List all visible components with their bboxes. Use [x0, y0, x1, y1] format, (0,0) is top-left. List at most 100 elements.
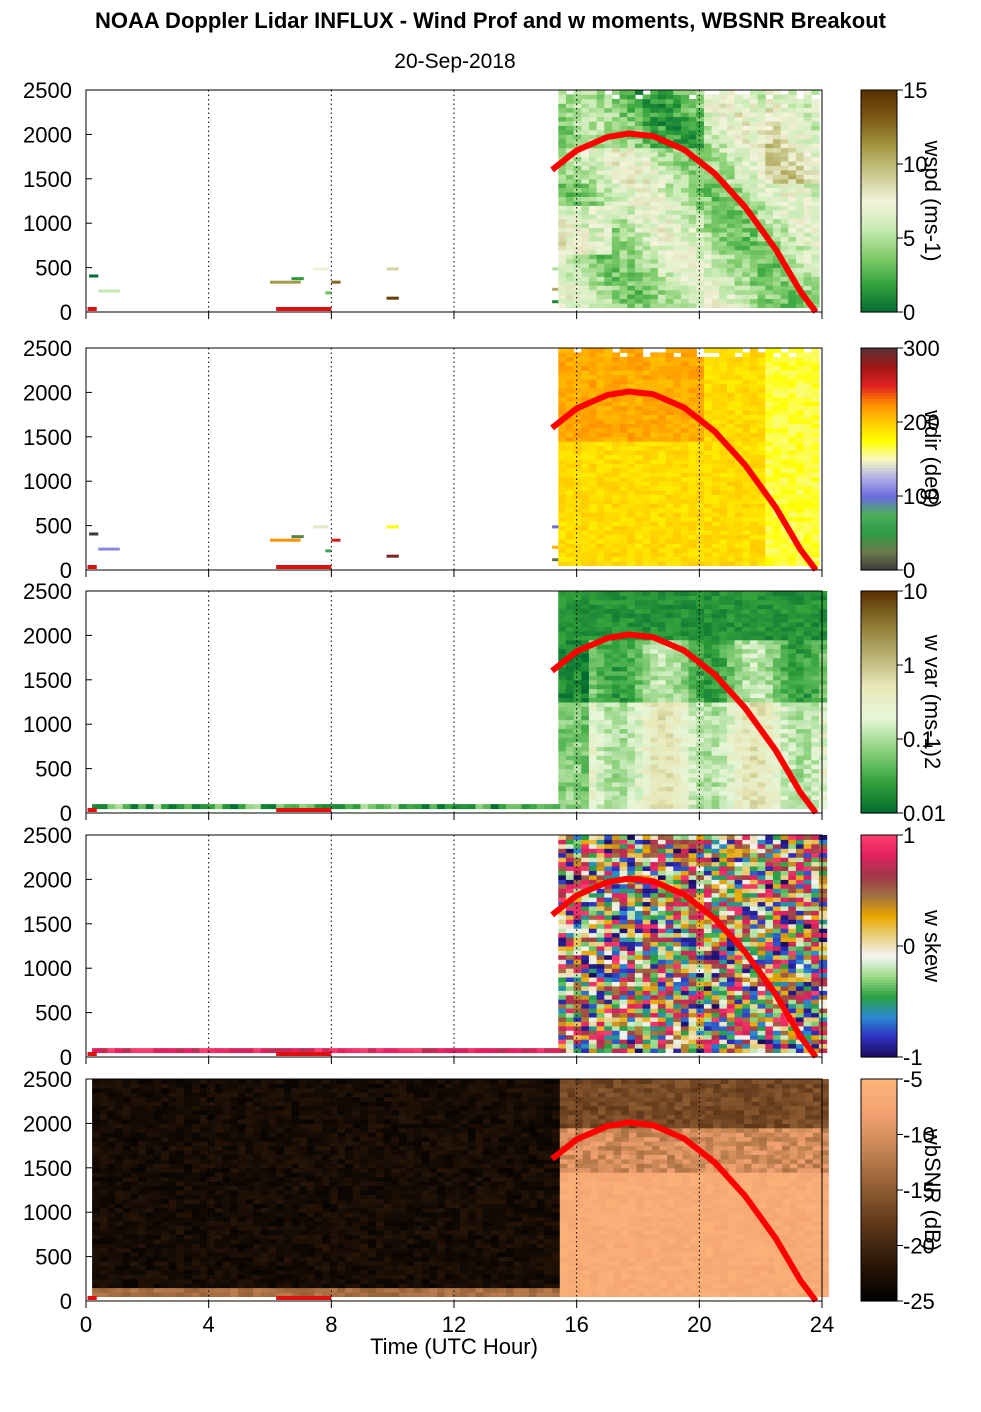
wdir-cell	[627, 459, 636, 464]
wvar-cell	[604, 724, 613, 730]
wdir-cell	[680, 454, 690, 460]
wspd-cell	[573, 130, 582, 135]
wdir-cell	[573, 383, 582, 389]
wvar-cell	[565, 755, 575, 761]
wdir-cell	[673, 543, 682, 549]
wspd-cell	[596, 178, 605, 184]
wspd-cell	[688, 205, 697, 211]
wspd-cell	[604, 147, 613, 153]
wvar-cell	[604, 639, 613, 645]
wspd-cell	[619, 209, 628, 215]
wspd-cell	[788, 254, 797, 260]
wdir-cell	[588, 490, 598, 495]
wdir-cell	[565, 388, 575, 393]
wvar-cell	[558, 737, 567, 743]
wspd-cell	[581, 169, 590, 175]
wspd-cell	[634, 156, 644, 162]
wspd-cell	[811, 241, 820, 246]
wvar-cell	[565, 737, 575, 743]
wdir-cell	[742, 485, 751, 491]
wvar-cell	[765, 804, 774, 809]
wdir-cell	[711, 516, 720, 522]
wspd-cell	[581, 174, 590, 180]
wdir-cell	[665, 361, 674, 367]
wvar-cell	[596, 781, 605, 787]
wspd-cell	[673, 209, 682, 215]
wvar-cell	[650, 715, 659, 721]
wdir-cell	[795, 414, 805, 420]
wdir-cell	[688, 538, 697, 544]
wspd-cell	[742, 152, 751, 158]
wspd-cell	[634, 232, 644, 237]
colorbar-swatch	[861, 112, 897, 116]
wdir-cell	[811, 561, 820, 566]
wdir-cell	[795, 450, 805, 455]
wdir-cell	[619, 494, 628, 500]
colorbar-swatch	[861, 556, 897, 560]
wspd-cell	[788, 205, 797, 211]
wdir-cell	[634, 361, 644, 367]
wspd-segment	[89, 274, 99, 278]
wdir-cell	[627, 454, 636, 460]
wdir-cell	[581, 481, 590, 487]
wdir-cell	[673, 441, 682, 447]
wvar-cell	[772, 635, 782, 641]
wvar-cell	[673, 688, 682, 694]
wspd-cell	[665, 178, 674, 184]
wvar-cell	[657, 644, 667, 650]
wdir-cell	[788, 405, 797, 411]
wspd-cell	[749, 130, 759, 135]
wspd-cell	[734, 245, 743, 251]
wvar-cell	[650, 666, 659, 672]
wdir-cell	[558, 459, 567, 464]
wspd-cell	[795, 152, 805, 158]
wspd-cell	[657, 201, 667, 206]
wvar-cell	[642, 781, 651, 787]
wvar-cell	[634, 639, 644, 645]
wvar-cell	[703, 702, 713, 707]
wdir-cell	[811, 499, 820, 504]
wspd-cell	[657, 196, 667, 202]
wvar-cell	[749, 613, 759, 619]
wdir-cell	[650, 499, 659, 504]
wspd-cell	[803, 138, 812, 144]
wvar-cell	[719, 755, 728, 761]
wdir-cell	[573, 427, 582, 433]
wspd-cell	[803, 209, 812, 215]
wspd-cell	[565, 303, 575, 308]
wdir-cell	[703, 414, 713, 420]
wvar-cell	[565, 742, 575, 747]
wvar-cell	[711, 599, 720, 605]
wvar-cell	[726, 706, 736, 712]
wdir-cell	[765, 507, 774, 513]
wspd-cell	[604, 187, 613, 193]
wvar-cell	[757, 768, 766, 774]
wvar-cell	[749, 693, 759, 698]
wvar-cell	[749, 604, 759, 610]
wdir-cell	[726, 503, 736, 509]
wvar-cell	[573, 724, 582, 730]
wdir-cell	[634, 481, 644, 487]
wvar-cell	[650, 662, 659, 667]
wdir-cell	[788, 414, 797, 420]
wvar-cell	[772, 706, 782, 712]
wdir-cell	[726, 516, 736, 522]
wdir-cell	[811, 383, 820, 389]
wspd-cell	[596, 214, 605, 220]
wvar-cell	[742, 653, 751, 659]
wspd-cell	[749, 103, 759, 109]
wdir-cell	[788, 419, 797, 424]
wdir-cell	[795, 476, 805, 482]
wvar-cell	[734, 613, 743, 619]
wdir-cell	[619, 547, 628, 553]
wdir-cell	[696, 423, 705, 429]
wspd-cell	[803, 258, 812, 264]
wdir-cell	[604, 467, 613, 473]
wspd-cell	[558, 187, 567, 193]
wdir-cell	[604, 521, 613, 527]
wvar-cell	[719, 657, 728, 663]
wspd-cell	[673, 116, 682, 122]
wvar-cell	[604, 604, 613, 610]
wdir-cell	[581, 410, 590, 416]
wspd-cell	[780, 254, 789, 260]
